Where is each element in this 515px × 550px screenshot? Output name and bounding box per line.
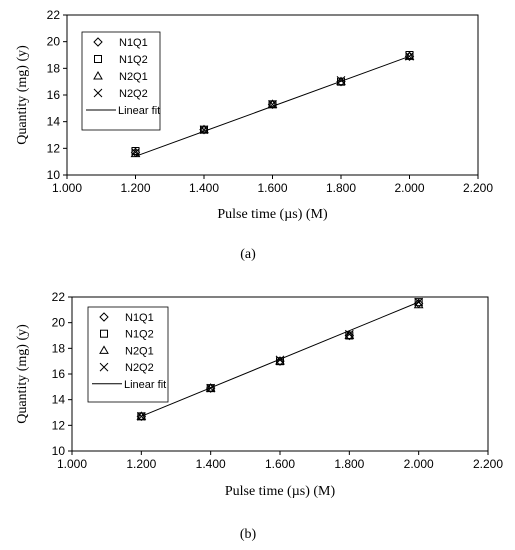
y-tick-label: 12 xyxy=(52,418,66,432)
legend: N1Q1 N1Q2 N2Q1 N2Q2 Linear fit xyxy=(87,306,169,403)
x-tick-label: 1.200 xyxy=(120,181,150,195)
x-axis-label: Pulse time (µs) (M) xyxy=(225,484,336,499)
data-point-n2q2 xyxy=(131,147,140,157)
data-point-n1q2 xyxy=(131,147,140,155)
y-tick-label: 10 xyxy=(47,168,61,182)
legend-marker-n1q1 xyxy=(93,37,103,47)
data-point-n2q2 xyxy=(336,75,346,85)
data-point-n2q1 xyxy=(205,383,216,392)
data-point-n1q1 xyxy=(404,51,415,62)
figure-caption: (a) xyxy=(240,247,256,262)
legend: N1Q1 N1Q2 N2Q1 N2Q2 Linear fit xyxy=(81,31,161,131)
data-point-n2q1 xyxy=(136,411,147,420)
x-tick-label: 1.200 xyxy=(126,457,156,471)
legend-label: Linear fit xyxy=(118,105,160,117)
y-tick-label: 14 xyxy=(47,115,61,129)
x-tick-label: 1.600 xyxy=(257,181,287,195)
legend-label: N1Q2 xyxy=(125,329,154,341)
data-point-n2q2 xyxy=(268,99,277,109)
x-tick-label: 1.000 xyxy=(52,181,82,195)
x-tick-label: 2.200 xyxy=(473,457,503,471)
x-tick-label: 1.000 xyxy=(57,457,87,471)
data-point-n2q2 xyxy=(199,125,209,135)
legend-label: N2Q2 xyxy=(119,88,148,100)
legend-marker-n1q2 xyxy=(100,329,108,338)
data-point-n2q1 xyxy=(404,51,415,60)
data-point-n2q2 xyxy=(344,329,354,339)
y-tick-label: 16 xyxy=(47,88,61,102)
y-tick-label: 20 xyxy=(47,35,61,49)
y-axis-label: Quantity (mg) (y) xyxy=(15,45,30,145)
data-point-n1q2 xyxy=(414,298,423,307)
data-point-n2q2 xyxy=(275,355,285,365)
legend-label: N2Q1 xyxy=(125,345,154,357)
data-point-n2q2 xyxy=(405,51,414,61)
data-point-n2q1 xyxy=(130,148,141,158)
legend-marker-n2q2 xyxy=(93,88,103,98)
y-tick-label: 22 xyxy=(47,8,61,22)
y-tick-label: 20 xyxy=(52,316,66,330)
y-tick-label: 18 xyxy=(47,61,61,75)
data-point-n1q1 xyxy=(199,124,209,135)
legend-label: Linear fit xyxy=(124,379,166,391)
legend-label: N2Q1 xyxy=(119,71,148,83)
x-axis-label: Pulse time (µs) (M) xyxy=(217,207,328,222)
legend-marker-n1q1 xyxy=(99,312,109,322)
legend-marker-n2q2 xyxy=(99,362,109,372)
x-tick-label: 1.400 xyxy=(196,457,226,471)
legend-label: N1Q1 xyxy=(125,312,154,324)
data-point-n2q1 xyxy=(336,76,346,86)
y-tick-label: 12 xyxy=(47,141,61,155)
chart-b: 1.000 1.200 1.400 1.600 1.800 2.000 2.200 10 12 1… xyxy=(15,290,503,542)
x-tick-label: 2.000 xyxy=(404,457,434,471)
legend-box xyxy=(81,31,161,131)
x-tick-label: 1.600 xyxy=(265,457,295,471)
legend-label: N1Q2 xyxy=(119,54,148,66)
y-tick-label: 14 xyxy=(52,393,66,407)
x-tick-label: 2.000 xyxy=(394,181,424,195)
chart-a: 1.000 1.200 1.400 1.600 1.800 2.000 2.200 10 12 1… xyxy=(15,8,493,262)
legend-label: N2Q2 xyxy=(125,362,154,374)
legend-marker-n2q1 xyxy=(99,345,109,354)
y-tick-label: 22 xyxy=(52,290,66,304)
data-point-n2q1 xyxy=(267,99,278,108)
x-tick-label: 1.800 xyxy=(326,181,356,195)
legend-marker-n1q2 xyxy=(94,55,102,63)
x-tick-label: 1.800 xyxy=(334,457,364,471)
y-tick-label: 18 xyxy=(52,341,66,355)
y-tick-label: 10 xyxy=(52,444,66,458)
legend-box xyxy=(87,306,169,403)
y-tick-label: 16 xyxy=(52,367,66,381)
data-point-n2q2 xyxy=(206,383,216,393)
legend-marker-n2q1 xyxy=(93,70,103,80)
linear-fit-line xyxy=(135,55,410,157)
data-point-n2q1 xyxy=(275,356,285,365)
legend-label: N1Q1 xyxy=(119,37,148,49)
figure-caption: (b) xyxy=(240,527,257,542)
data-point-n2q2 xyxy=(136,411,146,421)
data-point-n2q1 xyxy=(199,124,209,134)
data-point-n2q1 xyxy=(344,330,355,339)
x-tick-label: 1.400 xyxy=(189,181,219,195)
data-point-n2q2 xyxy=(414,297,424,307)
y-axis-label: Quantity (mg) (y) xyxy=(15,324,30,424)
x-tick-label: 2.200 xyxy=(463,181,493,195)
